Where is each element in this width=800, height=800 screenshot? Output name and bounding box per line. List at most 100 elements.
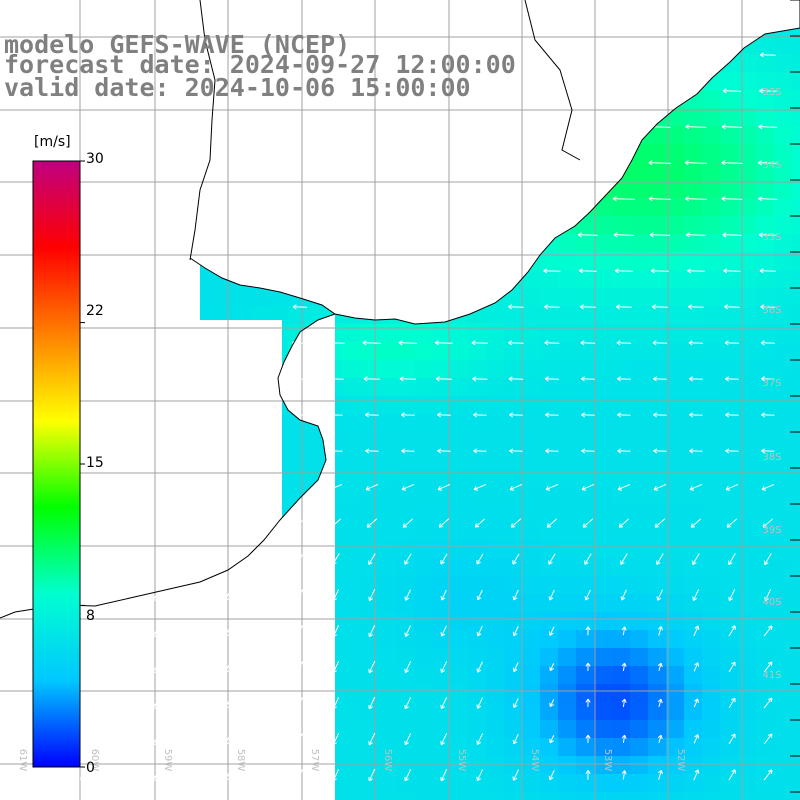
field-cell	[414, 558, 433, 577]
field-cell	[666, 252, 685, 271]
lon-label: 53W	[602, 749, 613, 772]
field-cell	[756, 684, 775, 703]
wind-arrow	[327, 340, 345, 346]
field-cell	[414, 774, 433, 793]
field-cell	[792, 684, 800, 703]
wind-arrow	[437, 483, 451, 491]
field-cell	[594, 612, 613, 631]
field-cell	[504, 324, 523, 343]
wind-arrow	[763, 625, 773, 637]
field-cell	[432, 360, 451, 379]
field-cell	[576, 522, 595, 541]
field-cell	[774, 180, 793, 199]
field-cell	[432, 324, 451, 343]
field-cell	[342, 360, 361, 379]
wind-arrow	[689, 448, 703, 454]
field-cell	[558, 360, 577, 379]
field-cell	[792, 594, 800, 613]
field-cell	[414, 486, 433, 505]
field-cell	[378, 360, 397, 379]
field-cell	[486, 414, 505, 433]
field-cell	[612, 306, 631, 325]
field-cell	[702, 378, 721, 397]
wind-arrow	[614, 268, 633, 274]
field-cell	[432, 648, 451, 667]
wind-arrow	[728, 589, 736, 602]
field-cell	[468, 738, 487, 757]
field-cell	[486, 486, 505, 505]
field-cell	[738, 612, 757, 631]
field-cell	[774, 342, 793, 361]
field-cell	[342, 684, 361, 703]
field-cell	[252, 306, 271, 325]
field-cell	[576, 612, 595, 631]
field-cell	[468, 702, 487, 721]
field-cell	[702, 594, 721, 613]
field-cell	[576, 630, 595, 649]
field-cell	[720, 324, 739, 343]
field-cell	[648, 666, 667, 685]
wind-arrow	[615, 304, 632, 310]
field-cell	[756, 702, 775, 721]
field-cell	[702, 792, 721, 800]
field-cell	[684, 432, 703, 451]
wind-arrow	[584, 553, 592, 565]
field-cell	[378, 594, 397, 613]
wind-arrow	[546, 518, 558, 528]
field-cell	[486, 594, 505, 613]
wind-arrow	[728, 769, 736, 781]
field-cell	[756, 558, 775, 577]
field-cell	[522, 378, 541, 397]
field-cell	[648, 450, 667, 469]
wind-arrow	[512, 626, 519, 637]
field-cell	[540, 288, 559, 307]
wind-arrow	[292, 376, 308, 382]
wind-arrow	[579, 268, 597, 274]
field-cell	[720, 576, 739, 595]
field-cell	[738, 720, 757, 739]
field-cell	[450, 756, 469, 775]
wind-arrow	[473, 412, 487, 418]
field-cell	[468, 486, 487, 505]
field-cell	[648, 270, 667, 289]
field-cell	[540, 720, 559, 739]
field-cell	[432, 612, 451, 631]
field-cell	[792, 198, 800, 217]
field-cell	[774, 162, 793, 181]
wind-arrow	[404, 589, 411, 601]
field-cell	[702, 774, 721, 793]
field-cell	[342, 576, 361, 595]
field-cell	[792, 558, 800, 577]
field-cell	[576, 288, 595, 307]
wind-arrow	[79, 624, 88, 638]
wind-arrow	[577, 232, 598, 238]
field-cell	[774, 702, 793, 721]
field-cell	[774, 270, 793, 289]
field-cell	[630, 324, 649, 343]
field-cell	[630, 270, 649, 289]
field-cell	[378, 666, 397, 685]
field-cell	[720, 288, 739, 307]
wind-arrow	[656, 553, 664, 565]
field-cell	[648, 540, 667, 559]
field-cell	[342, 396, 361, 415]
field-cell	[720, 702, 739, 721]
wind-arrow	[722, 88, 742, 94]
field-cell	[756, 234, 775, 253]
field-cell	[774, 36, 793, 55]
field-cell	[414, 756, 433, 775]
field-cell	[756, 162, 775, 181]
field-cell	[702, 342, 721, 361]
field-cell	[702, 180, 721, 199]
field-cell	[540, 774, 559, 793]
field-cell	[396, 684, 415, 703]
lon-label: 60W	[89, 749, 100, 772]
field-cell	[666, 234, 685, 253]
field-cell	[594, 594, 613, 613]
field-cell	[630, 468, 649, 487]
field-cell	[468, 540, 487, 559]
wind-arrow	[435, 376, 452, 382]
field-cell	[702, 576, 721, 595]
wind-arrow	[8, 624, 16, 638]
field-cell	[468, 432, 487, 451]
